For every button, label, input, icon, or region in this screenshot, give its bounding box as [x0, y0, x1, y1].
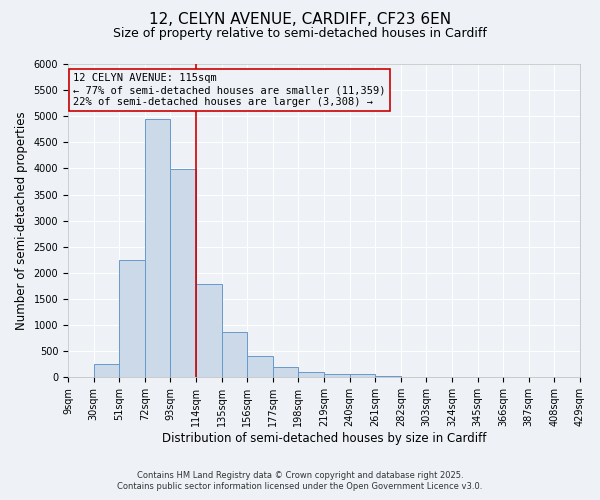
Bar	[145, 119, 170, 378]
Bar	[170, 170, 196, 378]
Bar	[94, 364, 119, 378]
Bar	[350, 374, 375, 378]
Text: 12, CELYN AVENUE, CARDIFF, CF23 6EN: 12, CELYN AVENUE, CARDIFF, CF23 6EN	[149, 12, 451, 28]
Y-axis label: Number of semi-detached properties: Number of semi-detached properties	[15, 112, 28, 330]
Bar	[273, 367, 298, 378]
Text: Contains HM Land Registry data © Crown copyright and database right 2025.: Contains HM Land Registry data © Crown c…	[137, 471, 463, 480]
Bar	[298, 372, 324, 378]
Bar	[324, 374, 350, 378]
Bar	[221, 332, 247, 378]
Bar	[196, 284, 221, 378]
Text: Contains public sector information licensed under the Open Government Licence v3: Contains public sector information licen…	[118, 482, 482, 491]
Bar	[119, 260, 145, 378]
Text: Size of property relative to semi-detached houses in Cardiff: Size of property relative to semi-detach…	[113, 28, 487, 40]
Bar	[375, 376, 401, 378]
Text: 12 CELYN AVENUE: 115sqm
← 77% of semi-detached houses are smaller (11,359)
22% o: 12 CELYN AVENUE: 115sqm ← 77% of semi-de…	[73, 74, 386, 106]
Bar	[247, 356, 273, 378]
X-axis label: Distribution of semi-detached houses by size in Cardiff: Distribution of semi-detached houses by …	[162, 432, 486, 445]
